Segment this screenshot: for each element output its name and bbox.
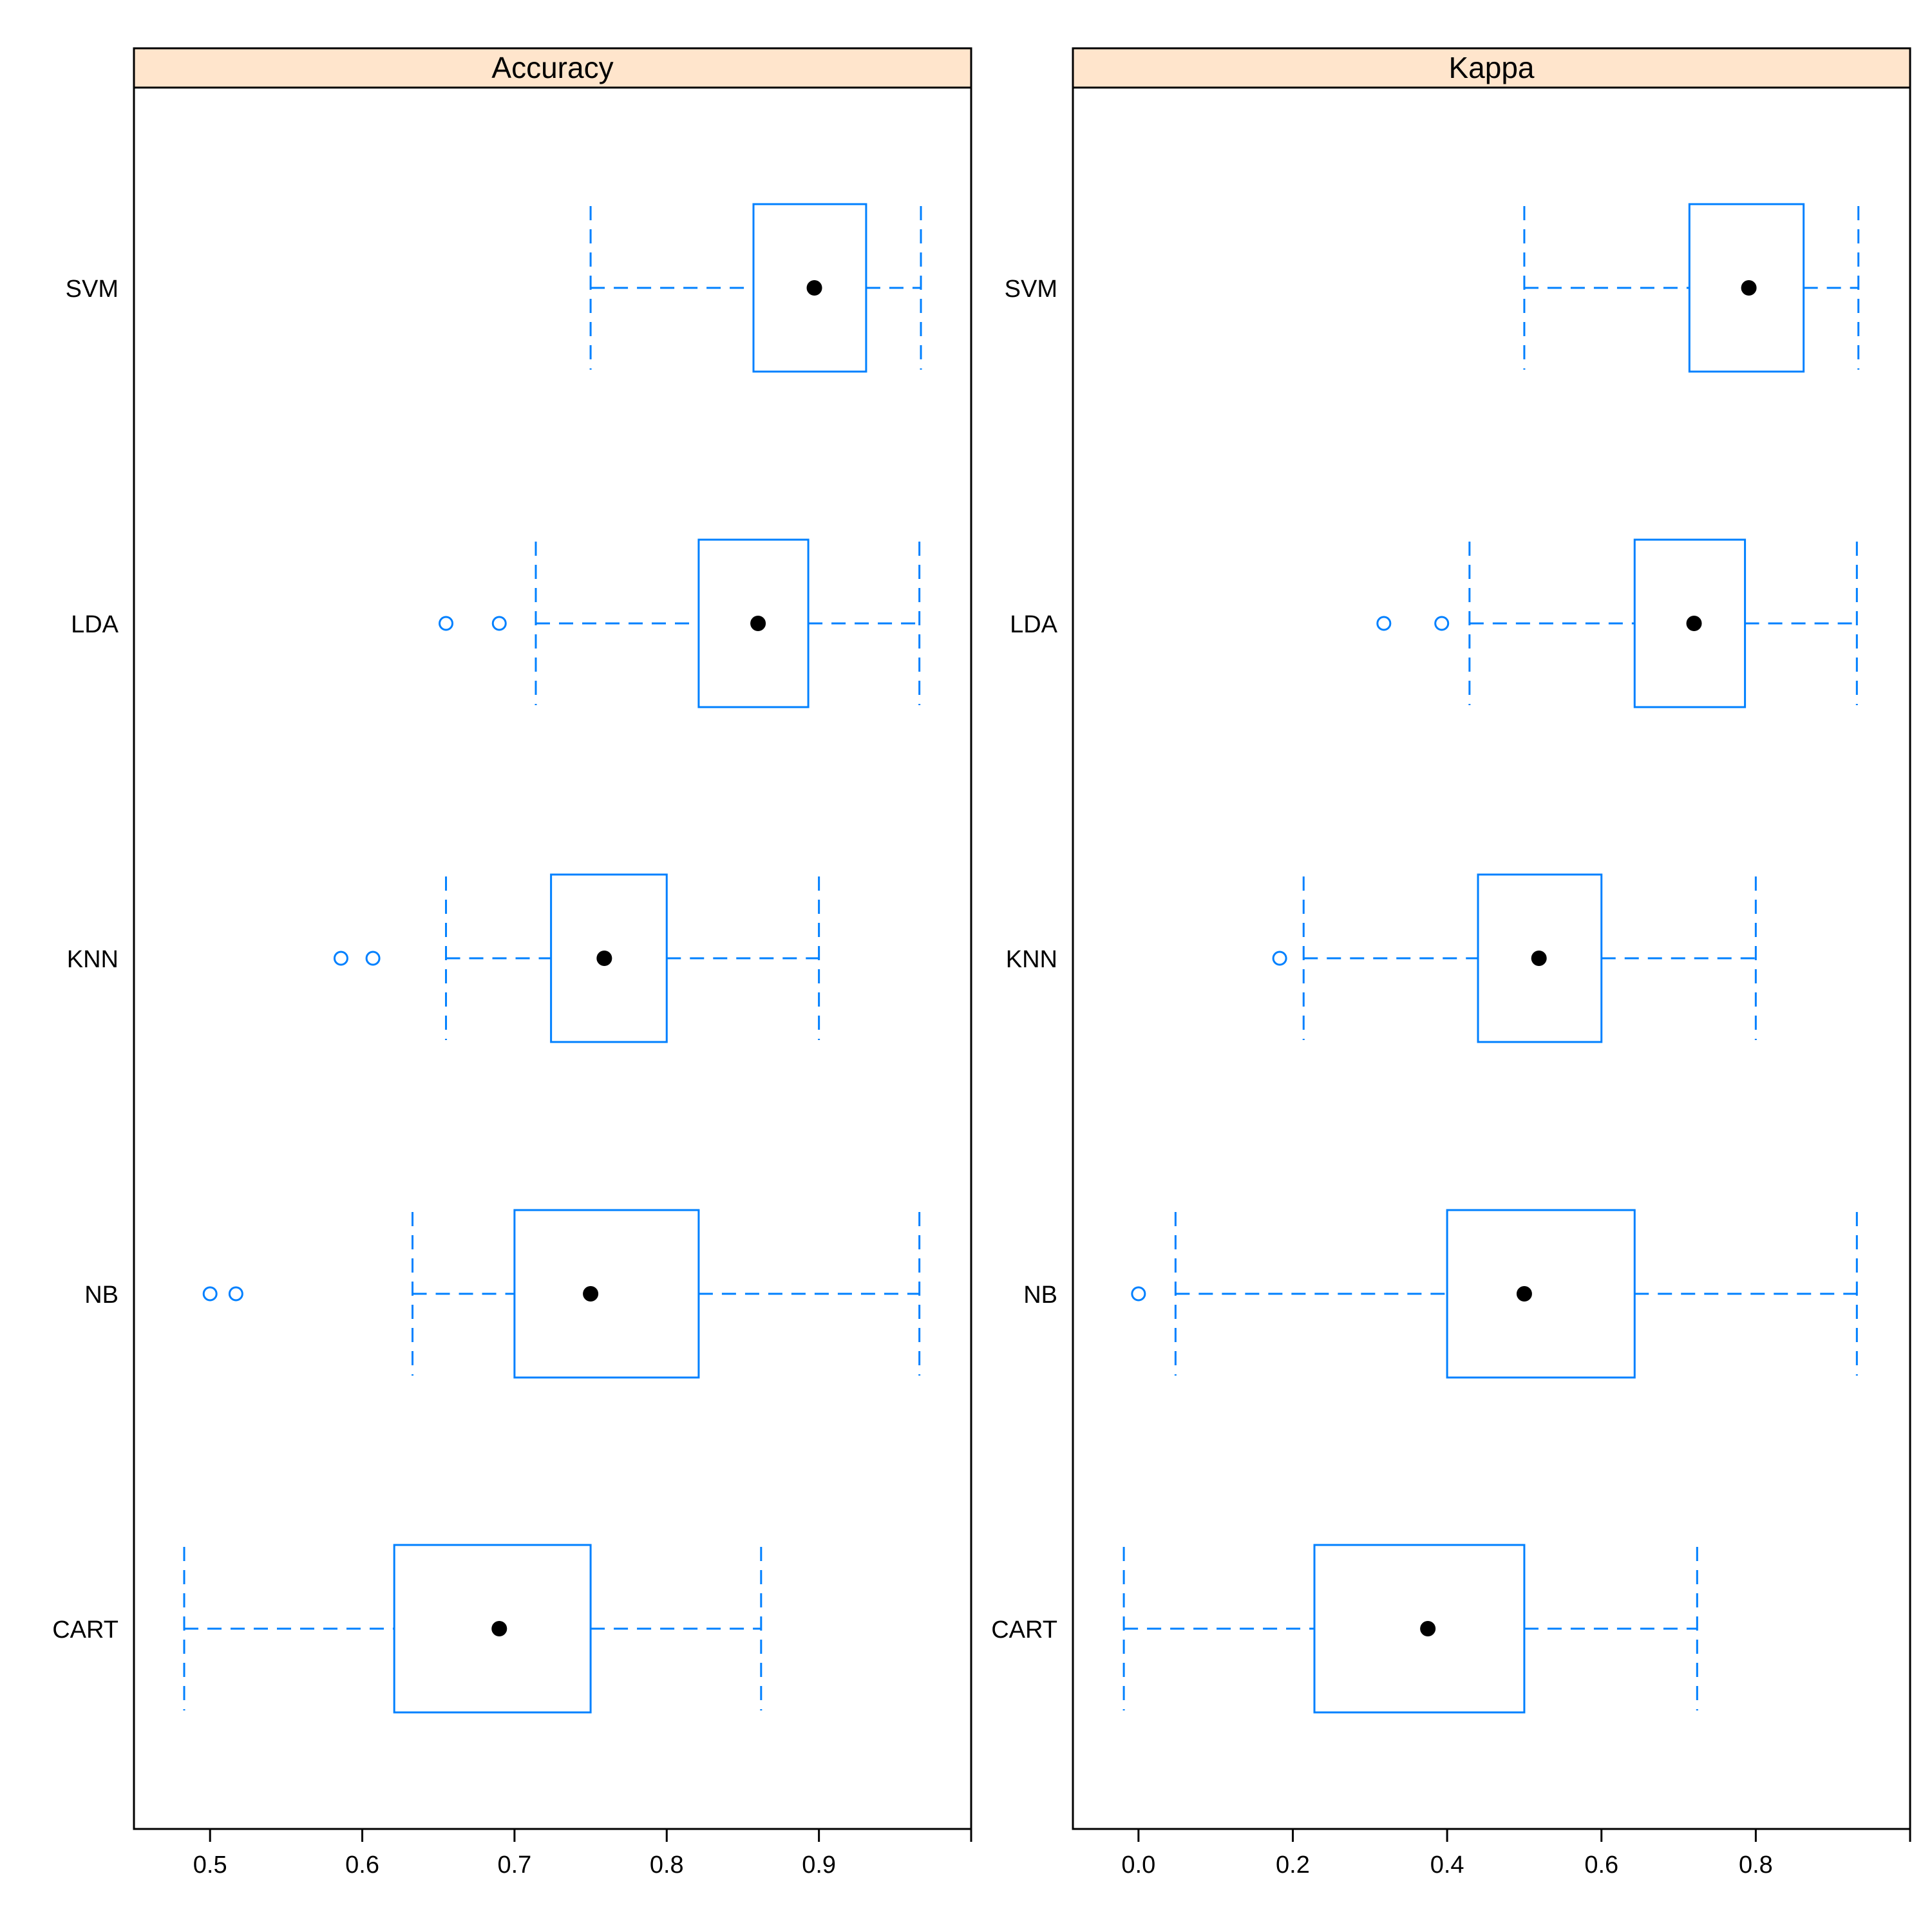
outlier-point: [1376, 616, 1392, 631]
x-tick-label: 0.4: [1430, 1852, 1464, 1879]
median-dot: [1741, 280, 1757, 296]
y-category-label: KNN: [67, 946, 118, 973]
x-tick-label: 0.8: [650, 1852, 684, 1879]
plot-frame: [1072, 86, 1911, 1830]
box-svm: SVM: [1005, 203, 1860, 373]
panel-title: Kappa: [1448, 51, 1534, 84]
outlier-point: [333, 951, 348, 966]
iqr-box: [1446, 1209, 1636, 1379]
median-dot: [1516, 1286, 1532, 1302]
x-tick-label: 0.7: [497, 1852, 531, 1879]
median-dot: [491, 1621, 507, 1636]
median-dot: [1686, 616, 1702, 631]
panel-accuracy: Accuracy 0.5 0.6 0.7 0.8 0.9 SVM LDA KNN NB CART: [52, 47, 972, 1879]
y-category-label: CART: [991, 1616, 1057, 1643]
x-tick-label: 0.6: [1584, 1852, 1618, 1879]
y-category-label: NB: [1023, 1282, 1057, 1309]
y-category-label: NB: [84, 1282, 118, 1309]
x-tick-label: 0.8: [1739, 1852, 1773, 1879]
box-knn: KNN: [67, 873, 820, 1043]
outlier-point: [1272, 951, 1287, 966]
outlier-point: [202, 1286, 218, 1302]
panel-kappa: Kappa 0.0 0.2 0.4 0.6 0.8 SVM LDA KNN NB CART: [991, 47, 1911, 1879]
plot-frame: [133, 86, 972, 1830]
iqr-box: [697, 538, 810, 708]
outlier-point: [439, 616, 454, 631]
box-lda: LDA: [71, 538, 921, 708]
x-tick-label: 0.0: [1121, 1852, 1155, 1879]
x-tick-label: 0.2: [1276, 1852, 1310, 1879]
y-category-label: CART: [52, 1616, 118, 1643]
iqr-box: [550, 873, 668, 1043]
iqr-box: [752, 203, 867, 373]
box-cart: CART: [52, 1544, 762, 1714]
y-category-label: SVM: [66, 276, 118, 303]
outlier-point: [228, 1286, 243, 1302]
iqr-box: [1313, 1544, 1526, 1714]
x-tick-label: 0.6: [345, 1852, 379, 1879]
y-category-label: KNN: [1006, 946, 1057, 973]
box-cart: CART: [991, 1544, 1698, 1714]
x-tick-label: 0.5: [193, 1852, 227, 1879]
box-nb: NB: [84, 1209, 921, 1379]
y-category-label: SVM: [1005, 276, 1057, 303]
box-nb: NB: [1023, 1209, 1858, 1379]
median-dot: [750, 616, 766, 631]
iqr-box: [393, 1544, 592, 1714]
panel-strip: [1072, 47, 1911, 89]
outlier-point: [491, 616, 507, 631]
iqr-box: [1477, 873, 1603, 1043]
median-dot: [806, 280, 822, 296]
x-tick-label: 0.9: [802, 1852, 836, 1879]
y-category-label: LDA: [1010, 611, 1058, 638]
box-lda: LDA: [1010, 538, 1858, 708]
y-category-label: LDA: [71, 611, 119, 638]
iqr-box: [1633, 538, 1747, 708]
outlier-point: [1434, 616, 1450, 631]
median-dot: [583, 1286, 599, 1302]
panel-strip: [133, 47, 972, 89]
median-dot: [1531, 951, 1547, 966]
outlier-point: [1131, 1286, 1146, 1302]
outlier-point: [365, 951, 381, 966]
panel-title: Accuracy: [491, 51, 613, 84]
iqr-box: [513, 1209, 700, 1379]
box-knn: KNN: [1006, 873, 1757, 1043]
median-dot: [596, 951, 612, 966]
median-dot: [1420, 1621, 1436, 1636]
box-svm: SVM: [66, 203, 922, 373]
iqr-box: [1688, 203, 1805, 373]
